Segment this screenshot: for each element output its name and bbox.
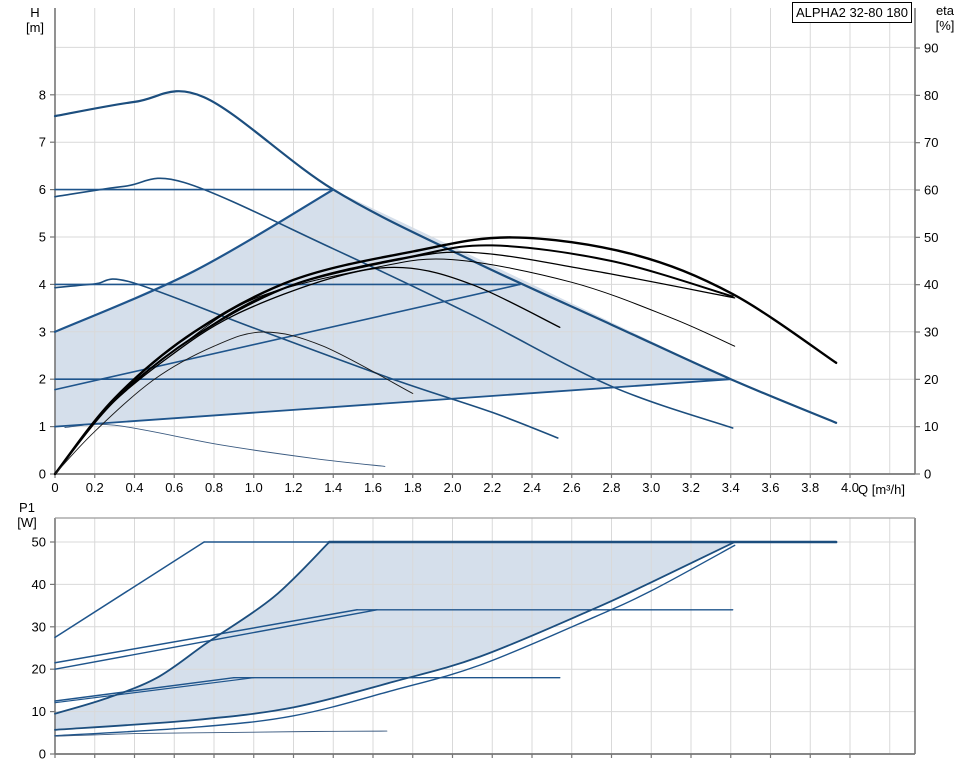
x-tick-label: 1.4 <box>324 480 342 495</box>
x-tick-label: 1.8 <box>404 480 422 495</box>
x-tick-label: 0.8 <box>205 480 223 495</box>
y-left-tick-label: 7 <box>39 135 46 150</box>
curve-eta-3 <box>54 251 736 475</box>
x-tick-label: 2.6 <box>563 480 581 495</box>
curve-speed-min <box>64 423 386 467</box>
curve-speed-1 <box>54 278 559 439</box>
y-left-tick-label: 0 <box>39 747 46 762</box>
x-tick-label: 2.2 <box>483 480 501 495</box>
power-band-top <box>54 541 331 715</box>
y-right-tick-label: 70 <box>924 135 938 150</box>
curve-speed-3 <box>53 90 838 424</box>
power-band-bottom <box>54 541 736 731</box>
pump-model-badge: ALPHA2 32-80 180 <box>792 2 912 23</box>
power-riser-2a <box>54 609 358 664</box>
x-tick-label: 3.8 <box>801 480 819 495</box>
eta-axis-unit: [%] <box>935 18 955 33</box>
x-tick-label: 2.0 <box>443 480 461 495</box>
x-tick-label: 3.4 <box>722 480 740 495</box>
power-curve-pp <box>54 544 736 737</box>
y-left-tick-label: 10 <box>32 704 46 719</box>
x-tick-label: 2.4 <box>523 480 541 495</box>
y-right-tick-label: 80 <box>924 88 938 103</box>
power-riser-max <box>54 541 205 639</box>
power-riser-1b <box>54 677 255 704</box>
x-tick-label: 1.6 <box>364 480 382 495</box>
y-right-tick-label: 60 <box>924 183 938 198</box>
x-tick-label: 0.2 <box>86 480 104 495</box>
curve-eta-max <box>53 236 838 476</box>
power-axis-unit: [W] <box>17 515 37 530</box>
y-left-tick-label: 3 <box>39 324 46 339</box>
line-prop-pressure-1 <box>54 378 732 428</box>
y-left-tick-label: 5 <box>39 230 46 245</box>
y-right-tick-label: 90 <box>924 41 938 56</box>
y-left-tick-label: 50 <box>32 535 46 550</box>
head-eta-chart-operating-region <box>55 189 731 427</box>
y-right-tick-label: 20 <box>924 372 938 387</box>
y-left-tick-label: 2 <box>39 372 46 387</box>
x-tick-label: 3.6 <box>761 480 779 495</box>
power-riser-2b <box>54 609 378 670</box>
y-left-tick-label: 30 <box>32 619 46 634</box>
eta-axis-name: eta <box>935 3 955 18</box>
y-left-tick-label: 4 <box>39 277 46 292</box>
y-right-tick-label: 30 <box>924 325 938 340</box>
power-axis-label: P1 [W] <box>8 500 46 530</box>
line-prop-pressure-2 <box>54 283 521 391</box>
power-axis-name: P1 <box>19 500 35 515</box>
x-tick-label: 3.0 <box>642 480 660 495</box>
curve-eta-5 <box>54 266 561 475</box>
y-left-tick-label: 20 <box>32 662 46 677</box>
x-tick-label: 4.0 <box>841 480 859 495</box>
x-tick-label: 2.8 <box>602 480 620 495</box>
x-tick-label: 3.2 <box>682 480 700 495</box>
x-tick-label: 0 <box>51 480 58 495</box>
y-left-tick-label: 40 <box>32 577 46 592</box>
y-right-tick-label: 40 <box>924 277 938 292</box>
head-axis-label: H [m] <box>16 5 54 35</box>
y-left-tick-label: 1 <box>39 419 46 434</box>
curve-eta-min <box>54 331 414 475</box>
power-riser-1a <box>54 677 235 702</box>
y-right-tick-label: 0 <box>924 467 931 482</box>
line-prop-pressure-3 <box>53 188 335 333</box>
y-left-tick-label: 0 <box>39 467 46 482</box>
x-tick-label: 1.0 <box>245 480 263 495</box>
power-chart-operating-region <box>55 542 735 730</box>
y-right-tick-label: 50 <box>924 230 938 245</box>
flow-axis-label: Q [m³/h] <box>858 482 905 497</box>
x-tick-label: 0.6 <box>165 480 183 495</box>
y-left-tick-label: 6 <box>39 182 46 197</box>
head-axis-unit: [m] <box>25 20 45 35</box>
power-curve-min <box>54 730 388 737</box>
head-axis-name: H <box>30 5 40 20</box>
y-right-tick-label: 10 <box>924 419 938 434</box>
x-tick-label: 1.2 <box>284 480 302 495</box>
x-tick-label: 0.4 <box>125 480 143 495</box>
eta-axis-label: eta [%] <box>926 3 964 33</box>
y-left-tick-label: 8 <box>39 87 46 102</box>
